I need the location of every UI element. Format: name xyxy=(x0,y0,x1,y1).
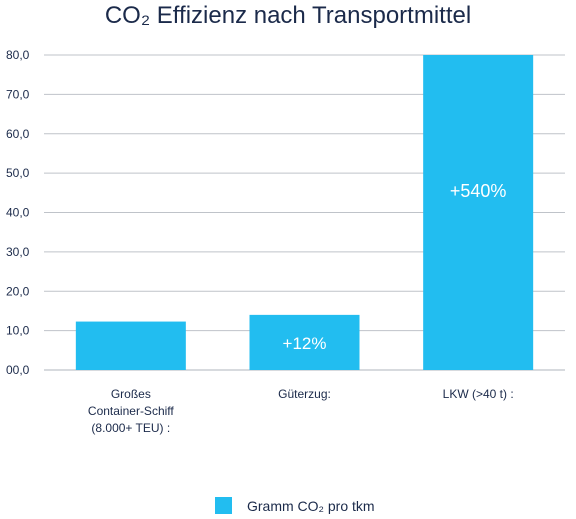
x-category-label: (8.000+ TEU) : xyxy=(91,421,170,435)
bar-data-label: +12% xyxy=(283,334,327,353)
bar-data-label: +540% xyxy=(450,181,507,201)
y-tick-label: 00,0 xyxy=(6,363,30,377)
legend-swatch xyxy=(215,497,232,514)
y-tick-label: 80,0 xyxy=(6,48,30,62)
x-category-label: Güterzug: xyxy=(278,387,331,401)
y-tick-label: 50,0 xyxy=(6,166,30,180)
x-axis-category-labels: Großes Container-Schiff (8.000+ TEU) : Güte… xyxy=(88,387,514,435)
y-tick-label: 40,0 xyxy=(6,206,30,220)
y-tick-label: 30,0 xyxy=(6,245,30,259)
y-axis-tick-labels: 00,0 10,0 20,0 30,0 40,0 50,0 60,0 70,0 80,0 xyxy=(6,48,30,377)
y-tick-label: 10,0 xyxy=(6,324,30,338)
bar xyxy=(423,55,534,370)
bar xyxy=(75,321,186,370)
y-tick-label: 20,0 xyxy=(6,284,30,298)
bars: +12% +540% xyxy=(75,55,534,370)
chart-title: CO₂ Effizienz nach Transportmittel xyxy=(104,2,472,29)
y-tick-label: 60,0 xyxy=(6,127,30,141)
x-category-label: Container-Schiff xyxy=(88,404,174,418)
y-tick-label: 70,0 xyxy=(6,87,30,101)
bar xyxy=(249,314,360,370)
legend: Gramm CO₂ pro tkm xyxy=(215,497,375,514)
legend-label: Gramm CO₂ pro tkm xyxy=(247,497,375,514)
x-category-label: Großes xyxy=(111,387,151,401)
x-category-label: LKW (>40 t) : xyxy=(443,387,514,401)
